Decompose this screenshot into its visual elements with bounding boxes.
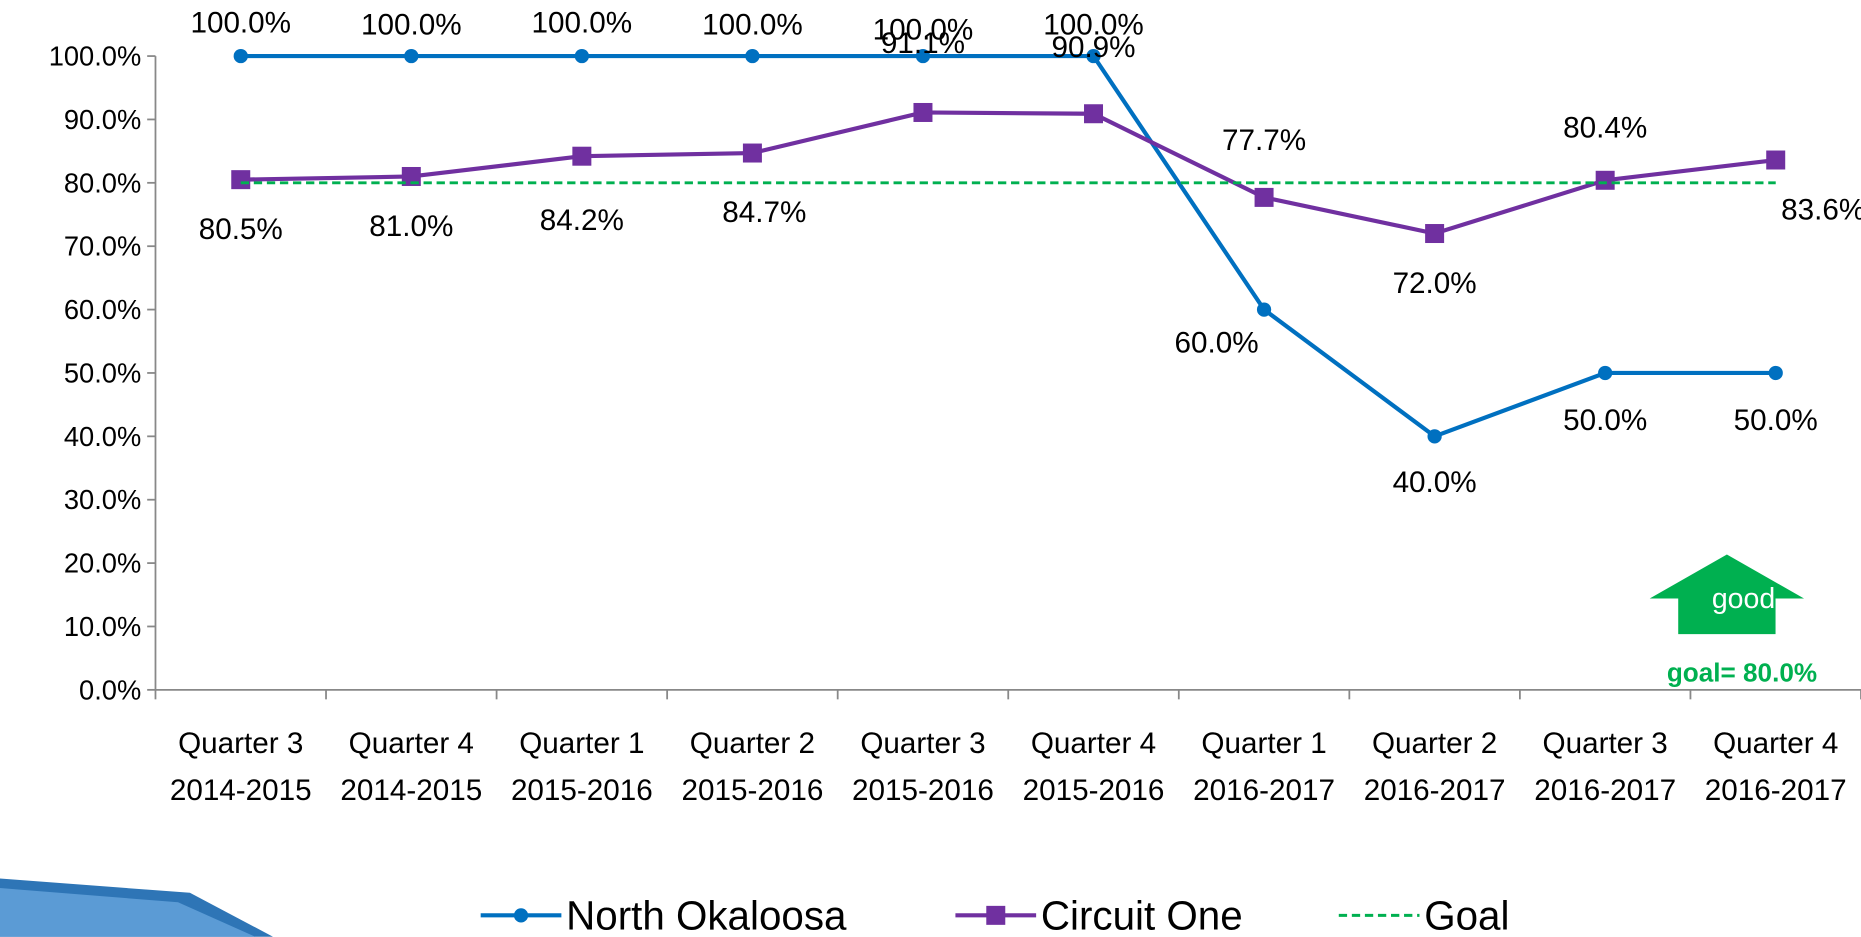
marker <box>1254 187 1274 207</box>
data-label: 50.0% <box>1734 404 1818 437</box>
x-tick-label: Quarter 4 2014-2015 <box>340 727 482 807</box>
legend-label: Circuit One <box>1041 893 1243 937</box>
x-tick-label: Quarter 2 2015-2016 <box>681 727 823 807</box>
series-line <box>240 53 1776 439</box>
data-label: 60.0% <box>1175 326 1259 359</box>
data-label: 100.0% <box>361 9 462 42</box>
y-tick-label: 30.0% <box>64 484 141 515</box>
marker <box>1086 48 1101 64</box>
annotation: good <box>1712 583 1775 615</box>
marker <box>915 48 931 64</box>
data-label: 81.0% <box>369 210 453 243</box>
data-label: 100.0% <box>190 6 291 39</box>
legend-marker <box>513 908 529 923</box>
x-tick-label: Quarter 3 2016-2017 <box>1534 727 1676 807</box>
y-tick-label: 40.0% <box>64 421 141 452</box>
y-tick-label: 100.0% <box>49 41 142 72</box>
marker <box>1766 150 1786 170</box>
marker <box>745 48 760 64</box>
legend-marker <box>986 905 1006 925</box>
marker <box>233 48 248 64</box>
marker <box>1084 104 1104 124</box>
marker <box>1595 170 1615 190</box>
data-label: 90.9% <box>1051 31 1135 64</box>
marker <box>574 48 589 64</box>
data-label: 80.5% <box>199 213 283 246</box>
marker <box>404 48 419 64</box>
x-tick-label: Quarter 4 2016-2017 <box>1705 727 1847 807</box>
marker <box>742 143 762 163</box>
legend-label: Goal <box>1424 893 1509 937</box>
decor-swoosh <box>0 888 256 937</box>
data-label: 91.1% <box>881 27 965 60</box>
marker <box>572 146 592 166</box>
y-tick-label: 60.0% <box>64 294 141 325</box>
data-label: 40.0% <box>1393 466 1477 499</box>
marker <box>913 102 933 122</box>
marker <box>231 170 251 190</box>
y-tick-label: 20.0% <box>64 548 141 579</box>
data-label: 100.0% <box>532 6 633 39</box>
y-tick-label: 10.0% <box>64 611 141 642</box>
x-tick-label: Quarter 3 2015-2016 <box>852 727 994 807</box>
y-tick-label: 90.0% <box>64 104 141 135</box>
marker <box>1598 365 1613 381</box>
series-line <box>240 110 1776 236</box>
y-tick-label: 0.0% <box>79 674 141 705</box>
data-label: 50.0% <box>1563 404 1647 437</box>
x-tick-label: Quarter 3 2014-2015 <box>170 727 312 807</box>
good-arrow <box>1649 554 1805 635</box>
legend-label: North Okaloosa <box>566 893 847 937</box>
marker <box>1425 224 1445 244</box>
y-tick-label: 80.0% <box>64 167 141 198</box>
data-label: 100.0% <box>1043 9 1144 42</box>
data-label: 80.4% <box>1563 112 1647 145</box>
marker <box>1427 429 1442 444</box>
marker <box>401 166 421 186</box>
x-tick-label: Quarter 1 2016-2017 <box>1193 727 1335 807</box>
data-label: 83.6% <box>1781 193 1861 226</box>
x-tick-label: Quarter 1 2015-2016 <box>511 727 653 807</box>
y-tick-label: 70.0% <box>64 231 141 262</box>
marker <box>1768 365 1783 381</box>
data-label: 77.7% <box>1222 124 1306 157</box>
data-label: 100.0% <box>873 13 974 46</box>
annotation: goal= 80.0% <box>1667 658 1817 688</box>
data-label: 100.0% <box>702 9 803 42</box>
data-label: 72.0% <box>1393 267 1477 300</box>
y-tick-label: 50.0% <box>64 357 141 388</box>
marker <box>1256 302 1272 317</box>
data-label: 84.7% <box>722 196 806 229</box>
data-label: 84.2% <box>540 204 624 237</box>
x-tick-label: Quarter 4 2015-2016 <box>1023 727 1165 807</box>
x-tick-label: Quarter 2 2016-2017 <box>1364 727 1506 807</box>
